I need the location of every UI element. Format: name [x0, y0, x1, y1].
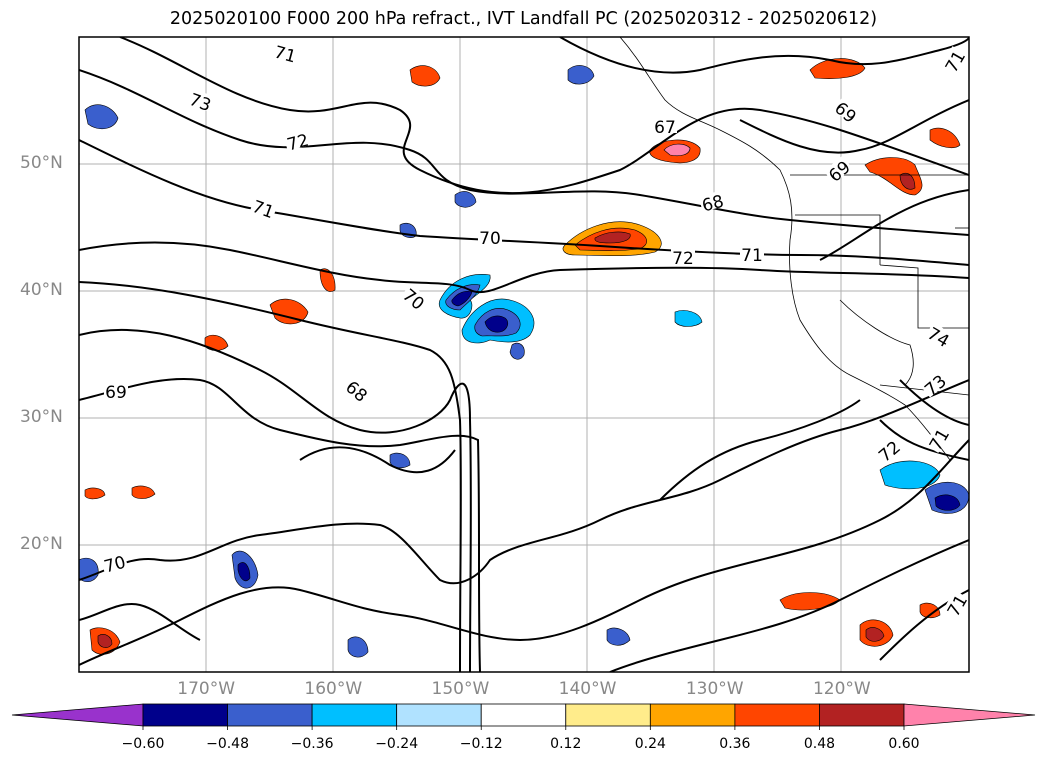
- negative-anomaly-area: [674, 310, 703, 327]
- map-title: 2025020100 F000 200 hPa refract., IVT La…: [169, 9, 878, 29]
- map-frame: [78, 36, 970, 673]
- contour-label: 70: [479, 229, 501, 249]
- colorbar-segment: [311, 703, 398, 727]
- negative-anomaly-area: [454, 191, 477, 208]
- negative-anomaly-area: [84, 104, 119, 130]
- positive-anomaly-area: [204, 334, 229, 351]
- longitude-label: 130°W: [685, 679, 744, 699]
- colorbar-tick-label: 0.12: [550, 736, 582, 752]
- contour-label: 69: [105, 383, 127, 403]
- contour-label: 71: [741, 246, 763, 266]
- negative-anomaly-area: [237, 562, 251, 582]
- colorbar-tick-label: −0.36: [290, 736, 334, 752]
- colorbar-extend-max: [903, 703, 1036, 727]
- negative-anomaly-area: [484, 315, 509, 333]
- colorbar-tick-label: 0.48: [803, 736, 836, 752]
- colorbar-segment: [480, 703, 567, 727]
- colorbar-segment: [142, 703, 228, 727]
- positive-anomaly-area: [929, 127, 961, 149]
- positive-anomaly-area: [865, 627, 885, 642]
- colorbar-segment: [396, 703, 482, 727]
- latitude-label: 50°N: [20, 153, 63, 173]
- colorbar-tick-label: −0.24: [375, 736, 419, 752]
- colorbar-segment: [819, 703, 905, 727]
- longitude-label: 120°W: [812, 679, 871, 699]
- latitude-label: 30°N: [20, 407, 63, 427]
- colorbar-tick-label: −0.60: [121, 736, 165, 752]
- negative-anomaly-area: [451, 290, 473, 307]
- positive-anomaly-area: [97, 634, 113, 648]
- longitude-label: 150°W: [431, 679, 490, 699]
- colorbar-extend-min: [11, 703, 144, 727]
- positive-anomaly-area: [663, 143, 691, 157]
- colorbar-tick-label: 0.36: [719, 736, 751, 752]
- positive-anomaly-area: [319, 268, 336, 292]
- latitude-label: 20°N: [20, 534, 63, 554]
- longitude-label: 170°W: [177, 679, 236, 699]
- positive-anomaly-area: [84, 487, 106, 500]
- negative-anomaly-area: [567, 65, 595, 85]
- colorbar-segment: [565, 703, 651, 727]
- positive-anomaly-area: [919, 602, 941, 619]
- refractivity-contours: [79, 37, 969, 672]
- positive-anomaly-area: [131, 485, 156, 499]
- colorbar-tick-label: −0.48: [206, 736, 249, 752]
- colorbar-tick-label: 0.60: [888, 736, 920, 752]
- negative-anomaly-area: [509, 342, 525, 360]
- longitude-label: 140°W: [558, 679, 617, 699]
- colorbar-segment: [734, 703, 820, 727]
- negative-anomaly-area: [606, 627, 631, 646]
- latitude-label: 40°N: [20, 280, 63, 300]
- contour-label: 72: [672, 249, 694, 269]
- positive-anomaly-area: [594, 231, 631, 244]
- contour-label: 67: [654, 118, 676, 138]
- colorbar: [11, 703, 1036, 730]
- negative-anomaly-area: [879, 460, 941, 490]
- colorbar-tick-label: −0.12: [459, 736, 503, 752]
- positive-anomaly-area: [269, 298, 309, 325]
- longitude-label: 160°W: [304, 679, 363, 699]
- colorbar-segment: [227, 703, 313, 727]
- positive-anomaly-area: [409, 65, 441, 87]
- colorbar-segment: [649, 703, 736, 727]
- anomaly-fills: [79, 58, 969, 658]
- colorbar-tick-label: 0.24: [634, 736, 666, 752]
- positive-anomaly-area: [899, 172, 916, 190]
- negative-anomaly-area: [347, 636, 369, 658]
- negative-anomaly-area: [934, 494, 961, 511]
